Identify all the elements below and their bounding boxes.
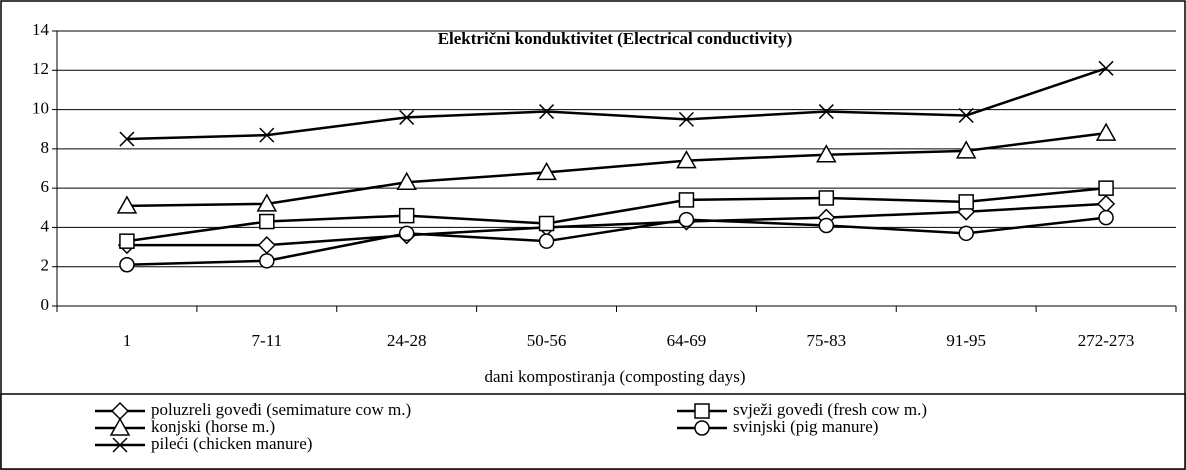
x-tick-label: 24-28 — [387, 331, 427, 350]
legend-label: pileći (chicken manure) — [151, 434, 312, 453]
data-point — [1098, 180, 1114, 196]
data-point — [119, 257, 135, 273]
series-line — [126, 216, 1107, 266]
data-point — [676, 150, 697, 169]
y-tick-label: 12 — [32, 59, 49, 78]
legend-box — [0, 393, 1186, 470]
data-point — [396, 171, 417, 190]
legend-label: konjski (horse m.) — [151, 417, 275, 436]
data-point — [678, 211, 695, 228]
data-point — [1095, 122, 1117, 141]
legend-label: poluzreli goveđi (semimature cow m.) — [151, 400, 411, 419]
data-point — [119, 233, 135, 249]
data-point — [678, 111, 694, 127]
data-point — [398, 207, 415, 224]
y-tick-label: 14 — [32, 20, 50, 39]
data-point — [818, 104, 834, 120]
y-tick-label: 4 — [41, 216, 50, 235]
y-tick-label: 10 — [32, 98, 49, 117]
y-tick-label: 6 — [41, 177, 50, 196]
x-axis-label: dani kompostiranja (composting days) — [484, 367, 745, 386]
data-point — [958, 107, 974, 123]
legend-marker — [112, 437, 128, 453]
data-point — [1098, 209, 1114, 226]
legend-marker — [694, 403, 710, 419]
data-point — [256, 193, 278, 212]
data-point — [678, 192, 695, 208]
chart-title: Električni konduktivitet (Electrical con… — [438, 29, 793, 48]
data-point — [538, 233, 555, 249]
data-point — [398, 225, 415, 242]
data-point — [816, 144, 837, 163]
series-line — [126, 131, 1107, 208]
series-line — [126, 186, 1107, 243]
data-point — [1098, 60, 1114, 76]
x-tick-label: 50-56 — [527, 331, 567, 350]
x-tick-label: 64-69 — [667, 331, 707, 350]
data-point — [259, 213, 275, 230]
series-line — [126, 202, 1107, 247]
x-tick-label: 7-11 — [252, 331, 283, 350]
data-point — [259, 127, 275, 143]
y-tick-label: 0 — [41, 295, 50, 314]
data-point — [399, 109, 415, 125]
x-tick-label: 272-273 — [1078, 331, 1135, 350]
data-point — [119, 131, 135, 147]
data-point — [536, 161, 557, 181]
data-point — [259, 253, 275, 269]
legend-label: svinjski (pig manure) — [733, 417, 878, 436]
legend-label: svježi goveđi (fresh cow m.) — [733, 400, 927, 419]
y-tick-label: 8 — [41, 138, 50, 157]
data-point — [955, 140, 977, 159]
data-point — [818, 217, 835, 234]
x-tick-label: 91-95 — [946, 331, 986, 350]
x-tick-label: 75-83 — [806, 331, 846, 350]
data-point — [958, 194, 974, 210]
legend-marker — [109, 417, 131, 436]
data-point — [539, 104, 555, 120]
data-point — [116, 195, 138, 214]
legend-marker — [694, 420, 710, 436]
data-point — [958, 225, 974, 242]
data-point — [818, 190, 835, 206]
y-tick-label: 2 — [41, 256, 50, 275]
x-tick-label: 1 — [123, 331, 132, 350]
series-line — [126, 67, 1107, 141]
data-point — [538, 215, 555, 232]
